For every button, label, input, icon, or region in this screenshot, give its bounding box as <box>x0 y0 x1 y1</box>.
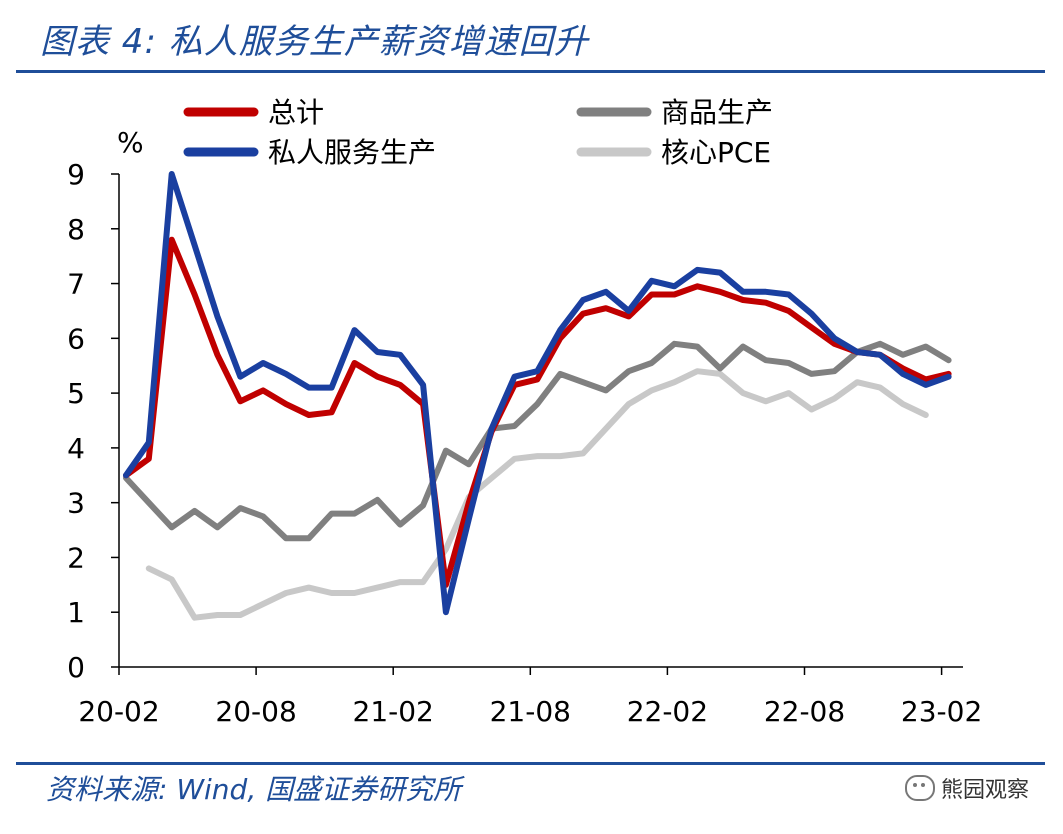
y-tick-label: 7 <box>67 268 85 301</box>
y-axis-unit-label: % <box>117 126 144 159</box>
page-title: 图表 4: 私人服务生产薪资增速回升 <box>40 22 589 62</box>
watermark: 熊园观察 <box>904 772 1029 804</box>
legend-label: 总计 <box>268 96 324 129</box>
legend-label: 核心PCE <box>661 136 771 169</box>
chart-axes: 0 1 2 3 4 5 6 7 8 9 20-02 20-08 21-02 21-08 22-02 22-08… <box>67 158 982 728</box>
x-tick-label: 21-02 <box>353 695 434 728</box>
footer-divider <box>16 762 1045 765</box>
series-line-2 <box>123 340 952 542</box>
series-line-1 <box>123 236 952 588</box>
y-tick-label: 5 <box>67 377 85 410</box>
x-tick-label: 21-08 <box>490 695 571 728</box>
y-tick-label: 8 <box>67 213 85 246</box>
legend-label: 私人服务生产 <box>268 136 436 169</box>
series-layer <box>123 171 952 621</box>
legend-label: 商品生产 <box>661 96 773 129</box>
x-tick-label: 22-08 <box>764 695 845 728</box>
y-tick-label: 6 <box>67 322 85 355</box>
y-tick-label: 2 <box>67 541 85 574</box>
y-tick-label: 3 <box>67 487 85 520</box>
series-line-4 <box>145 368 929 621</box>
title-divider <box>16 70 1045 73</box>
y-tick-label: 9 <box>67 158 85 191</box>
watermark-label: 熊园观察 <box>940 778 1029 803</box>
x-tick-label: 22-02 <box>627 695 708 728</box>
y-tick-label: 1 <box>67 596 85 629</box>
x-tick-label: 23-02 <box>901 695 982 728</box>
wechat-icon <box>904 775 935 801</box>
series-line-3 <box>123 171 952 616</box>
x-tick-label: 20-02 <box>78 695 159 728</box>
source-note: 资料来源: Wind, 国盛证券研究所 <box>46 773 462 806</box>
x-tick-label: 20-08 <box>215 695 296 728</box>
y-tick-label: 4 <box>67 432 85 465</box>
y-tick-label: 0 <box>67 651 85 684</box>
